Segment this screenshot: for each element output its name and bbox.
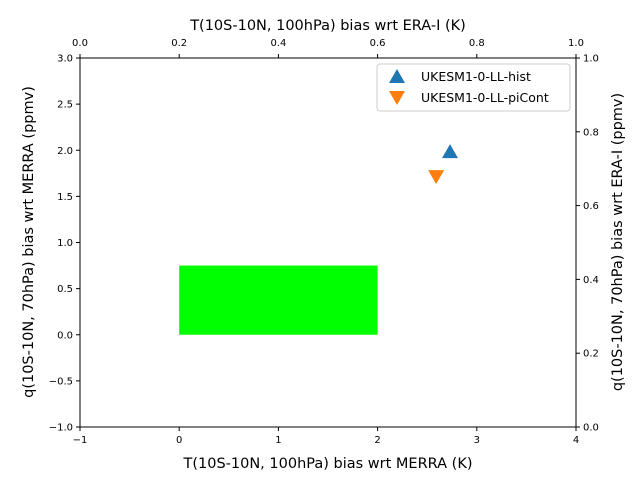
legend-box: [376, 63, 571, 112]
x-tick-label-1: 0: [176, 435, 182, 446]
y2-axis-label: q(10S-10N, 70hPa) bias wrt ERA-I (ppmv): [610, 93, 626, 391]
y-tick-label-4: 1.0: [57, 238, 73, 249]
legend: UKESM1-0-LL-hist UKESM1-0-LL-piCont: [376, 63, 571, 112]
x2-tick-label-0: 0.0: [72, 38, 88, 49]
y2-tick-label-0: 0.0: [583, 423, 599, 434]
x-tick-label-5: 4: [573, 435, 579, 446]
y-tick-label-0: −1.0: [49, 423, 73, 434]
legend-marker-picont: [389, 91, 405, 105]
y2-tick-label-5: 1.0: [583, 54, 599, 65]
x2-tick-label-1: 0.2: [171, 38, 187, 49]
y2-tick-label-2: 0.4: [583, 275, 599, 286]
y-tick-label-6: 2.0: [57, 146, 73, 157]
x-tick-label-2: 1: [275, 435, 281, 446]
y2-tick-label-4: 0.8: [583, 127, 599, 138]
y-tick-label-3: 0.5: [57, 284, 73, 295]
y2-tick-label-3: 0.6: [583, 201, 599, 212]
legend-marker-hist: [389, 69, 405, 83]
x2-tick-label-5: 1.0: [568, 38, 584, 49]
data-point-series-1-0: [428, 170, 445, 185]
plot-frame: [79, 57, 577, 428]
legend-label-picont: UKESM1-0-LL-piCont: [421, 90, 549, 105]
y2-tick-label-1: 0.2: [583, 349, 599, 360]
x-tick-label-0: −1: [73, 435, 88, 446]
y-axis-label: q(10S-10N, 70hPa) bias wrt MERRA (ppmv): [21, 86, 37, 398]
x2-tick-label-2: 0.4: [270, 38, 286, 49]
x2-tick-label-3: 0.6: [370, 38, 386, 49]
chart-title: T(10S-10N, 100hPa) bias wrt ERA-I (K): [189, 18, 466, 34]
data-point-series-0-0: [442, 144, 459, 159]
y-tick-label-5: 1.5: [57, 192, 73, 203]
x-tick-label-3: 2: [374, 435, 380, 446]
x2-tick-label-4: 0.8: [469, 38, 485, 49]
y-tick-label-8: 3.0: [57, 54, 73, 65]
x-axis-label: T(10S-10N, 100hPa) bias wrt MERRA (K): [182, 456, 472, 472]
legend-label-hist: UKESM1-0-LL-hist: [421, 69, 531, 84]
obs-box: [179, 265, 378, 335]
y-tick-label-7: 2.5: [57, 100, 73, 111]
y-tick-label-2: 0.0: [57, 330, 73, 341]
y-tick-label-1: −0.5: [49, 376, 73, 387]
x-tick-label-4: 3: [474, 435, 480, 446]
